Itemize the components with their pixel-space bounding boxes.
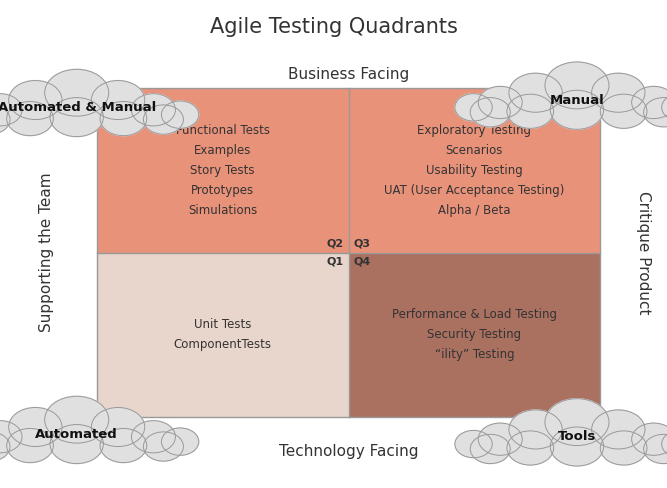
Circle shape: [0, 421, 22, 453]
Circle shape: [161, 428, 199, 455]
Circle shape: [550, 90, 604, 129]
Circle shape: [545, 399, 609, 446]
Text: Performance & Load Testing
Security Testing
“ility” Testing: Performance & Load Testing Security Test…: [392, 308, 557, 362]
Circle shape: [470, 98, 510, 127]
Text: Q4: Q4: [354, 257, 371, 266]
Circle shape: [592, 73, 645, 112]
Text: Functional Tests
Examples
Story Tests
Prototypes
Simulations: Functional Tests Examples Story Tests Pr…: [175, 123, 269, 217]
Circle shape: [600, 431, 647, 465]
Circle shape: [644, 98, 667, 127]
Text: Unit Tests
ComponentTests: Unit Tests ComponentTests: [173, 318, 271, 351]
Circle shape: [644, 434, 667, 464]
Circle shape: [662, 430, 667, 458]
Text: Q3: Q3: [354, 239, 371, 249]
Text: Exploratory Testing
Scenarios
Usability Testing
UAT (User Acceptance Testing)
Al: Exploratory Testing Scenarios Usability …: [384, 123, 564, 217]
Text: Technology Facing: Technology Facing: [279, 444, 418, 459]
Text: Agile Testing Quadrants: Agile Testing Quadrants: [209, 17, 458, 37]
Circle shape: [161, 101, 199, 128]
Circle shape: [662, 94, 667, 121]
Circle shape: [509, 410, 562, 449]
Text: Q2: Q2: [326, 239, 343, 249]
Circle shape: [0, 94, 22, 126]
Text: Automated & Manual: Automated & Manual: [0, 101, 156, 114]
Circle shape: [455, 94, 492, 121]
Circle shape: [131, 94, 175, 126]
Circle shape: [592, 410, 645, 449]
Circle shape: [131, 421, 175, 453]
Text: Supporting the Team: Supporting the Team: [39, 173, 54, 332]
Text: Business Facing: Business Facing: [288, 67, 409, 82]
Text: Critique Product: Critique Product: [636, 191, 651, 314]
Bar: [97, 253, 348, 417]
Circle shape: [600, 94, 647, 128]
Circle shape: [143, 432, 183, 461]
Bar: [97, 88, 348, 253]
Text: Automated: Automated: [35, 428, 118, 441]
Circle shape: [0, 432, 10, 461]
Text: Manual: Manual: [550, 94, 604, 106]
Text: Q1: Q1: [326, 257, 343, 266]
Circle shape: [545, 62, 609, 109]
Text: Tools: Tools: [558, 430, 596, 443]
Circle shape: [7, 428, 53, 463]
Circle shape: [0, 105, 10, 134]
Circle shape: [478, 86, 522, 119]
Circle shape: [470, 434, 510, 464]
Circle shape: [509, 73, 562, 112]
Circle shape: [7, 102, 53, 136]
Circle shape: [143, 105, 183, 134]
Circle shape: [9, 407, 62, 447]
Circle shape: [45, 396, 109, 443]
Circle shape: [50, 98, 103, 137]
Circle shape: [632, 423, 667, 455]
Circle shape: [45, 69, 109, 116]
Circle shape: [632, 86, 667, 119]
Circle shape: [550, 427, 604, 466]
Circle shape: [50, 425, 103, 464]
Circle shape: [455, 430, 492, 458]
Circle shape: [507, 94, 554, 128]
Circle shape: [100, 102, 147, 136]
Circle shape: [507, 431, 554, 465]
Circle shape: [91, 407, 145, 447]
Circle shape: [9, 81, 62, 120]
Circle shape: [478, 423, 522, 455]
Bar: [348, 88, 600, 253]
Bar: [348, 253, 600, 417]
Circle shape: [100, 428, 147, 463]
Circle shape: [91, 81, 145, 120]
